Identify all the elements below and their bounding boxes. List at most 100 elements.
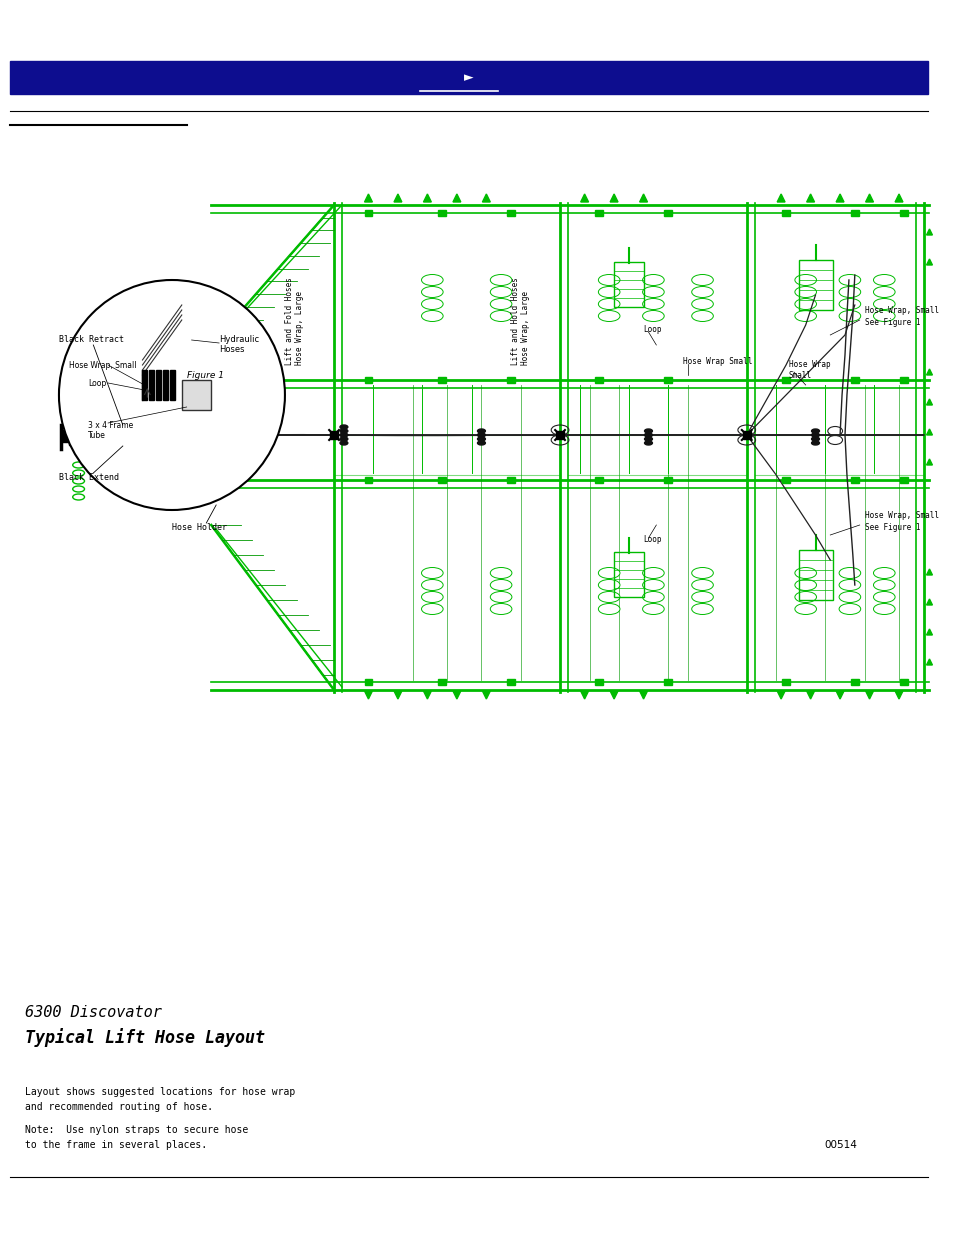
Ellipse shape [839, 274, 860, 285]
Ellipse shape [598, 604, 619, 615]
Text: See Figure 1: See Figure 1 [863, 522, 920, 532]
Ellipse shape [873, 568, 894, 578]
Polygon shape [364, 194, 372, 203]
Polygon shape [806, 194, 814, 203]
Ellipse shape [598, 274, 619, 285]
Text: Lift and Hold Hoses: Lift and Hold Hoses [511, 277, 519, 366]
Ellipse shape [339, 425, 348, 429]
Bar [781, 210, 789, 216]
Ellipse shape [421, 299, 442, 310]
Polygon shape [925, 228, 931, 235]
Ellipse shape [811, 429, 819, 433]
Bar [142, 370, 147, 400]
Polygon shape [925, 259, 931, 266]
Polygon shape [364, 692, 372, 699]
Bar [506, 210, 515, 216]
Ellipse shape [811, 441, 819, 445]
Text: Loop: Loop [643, 326, 661, 335]
Ellipse shape [839, 299, 860, 310]
Ellipse shape [642, 579, 663, 590]
Text: Hose Wrap
Small: Hose Wrap Small [788, 361, 830, 379]
Bar [364, 377, 372, 383]
Text: Lift and Fold Hoses: Lift and Fold Hoses [285, 277, 294, 366]
Ellipse shape [873, 579, 894, 590]
Ellipse shape [642, 310, 663, 321]
Text: Hoses: Hoses [219, 346, 244, 354]
Bar [556, 431, 563, 438]
Ellipse shape [794, 568, 816, 578]
Ellipse shape [477, 437, 485, 441]
Ellipse shape [691, 299, 713, 310]
Bar [614, 262, 643, 308]
Text: Hose Wrap, Large: Hose Wrap, Large [294, 291, 304, 366]
Bar [364, 679, 372, 685]
Ellipse shape [839, 568, 860, 578]
Text: Tube: Tube [89, 431, 106, 440]
Bar [330, 431, 337, 438]
Polygon shape [835, 194, 843, 203]
Ellipse shape [873, 310, 894, 321]
Ellipse shape [642, 287, 663, 298]
Text: Typical Lift Hose Layout: Typical Lift Hose Layout [25, 1028, 264, 1047]
Polygon shape [482, 692, 490, 699]
Bar [182, 380, 211, 410]
Bar [781, 377, 789, 383]
Text: Figure 1: Figure 1 [187, 370, 223, 379]
Text: Loop: Loop [643, 536, 661, 545]
Ellipse shape [421, 604, 442, 615]
Polygon shape [894, 692, 902, 699]
Polygon shape [925, 599, 931, 605]
Ellipse shape [691, 310, 713, 321]
Ellipse shape [873, 299, 894, 310]
Bar [69, 427, 74, 445]
Polygon shape [610, 194, 618, 203]
Bar [10, 61, 926, 94]
Ellipse shape [691, 604, 713, 615]
Ellipse shape [839, 310, 860, 321]
Ellipse shape [598, 568, 619, 578]
Ellipse shape [421, 287, 442, 298]
Ellipse shape [644, 429, 652, 433]
Ellipse shape [642, 592, 663, 603]
Ellipse shape [811, 437, 819, 441]
Bar [595, 679, 602, 685]
Bar [899, 210, 907, 216]
Bar [156, 370, 161, 400]
Polygon shape [925, 659, 931, 664]
Text: and recommended routing of hose.: and recommended routing of hose. [25, 1102, 213, 1112]
Ellipse shape [839, 287, 860, 298]
Bar [170, 370, 174, 400]
Text: Hydraulic: Hydraulic [219, 336, 259, 345]
Polygon shape [639, 692, 647, 699]
Bar [506, 477, 515, 483]
Polygon shape [394, 692, 401, 699]
Ellipse shape [490, 592, 512, 603]
Polygon shape [835, 692, 843, 699]
Ellipse shape [598, 310, 619, 321]
Bar [437, 477, 446, 483]
Ellipse shape [339, 441, 348, 445]
Ellipse shape [339, 437, 348, 441]
Bar [437, 210, 446, 216]
Polygon shape [482, 194, 490, 203]
Bar [364, 477, 372, 483]
Bar [614, 552, 643, 597]
Text: 3 x 4 Frame: 3 x 4 Frame [89, 420, 133, 430]
Ellipse shape [642, 604, 663, 615]
Text: ►: ► [463, 70, 473, 84]
Bar [663, 477, 671, 483]
Ellipse shape [421, 274, 442, 285]
Ellipse shape [339, 429, 348, 433]
Bar [506, 377, 515, 383]
Polygon shape [580, 692, 588, 699]
Circle shape [59, 280, 285, 510]
Text: Black Extend: Black Extend [59, 473, 119, 482]
Bar [595, 210, 602, 216]
Bar [663, 210, 671, 216]
Ellipse shape [873, 274, 894, 285]
Ellipse shape [794, 604, 816, 615]
Bar [850, 210, 858, 216]
Polygon shape [925, 429, 931, 435]
Bar [61, 430, 69, 442]
Text: Hose Holder: Hose Holder [172, 522, 227, 531]
